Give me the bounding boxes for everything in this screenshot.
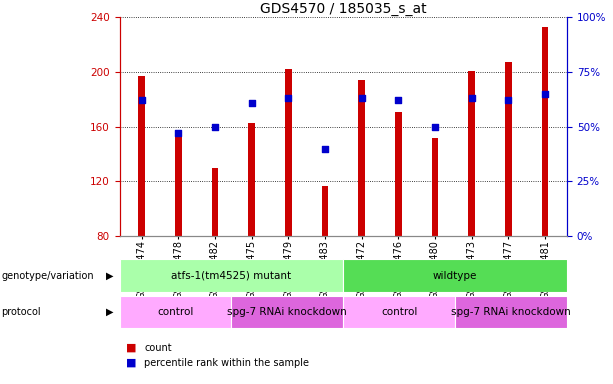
Bar <box>343 259 567 292</box>
Text: spg-7 RNAi knockdown: spg-7 RNAi knockdown <box>451 307 571 317</box>
Text: control: control <box>381 307 417 317</box>
Bar <box>432 138 438 236</box>
Bar <box>395 112 402 236</box>
Point <box>430 124 440 130</box>
Bar <box>322 185 328 236</box>
Text: protocol: protocol <box>1 307 41 317</box>
Bar <box>231 296 343 328</box>
Bar <box>455 296 567 328</box>
Bar <box>359 80 365 236</box>
Point <box>540 91 550 97</box>
Text: wildtype: wildtype <box>433 270 478 281</box>
Bar <box>139 76 145 236</box>
Point <box>394 98 403 104</box>
Point <box>246 99 256 106</box>
Bar <box>285 69 292 236</box>
Text: atfs-1(tm4525) mutant: atfs-1(tm4525) mutant <box>172 270 291 281</box>
Bar <box>211 168 218 236</box>
Point <box>503 98 513 104</box>
Text: ▶: ▶ <box>106 270 113 281</box>
Text: ■: ■ <box>126 343 136 353</box>
Text: genotype/variation: genotype/variation <box>1 270 94 281</box>
Bar <box>505 63 512 236</box>
Bar <box>542 27 548 236</box>
Text: ▶: ▶ <box>106 307 113 317</box>
Point <box>210 124 220 130</box>
Bar <box>468 71 475 236</box>
Point <box>137 98 147 104</box>
Text: percentile rank within the sample: percentile rank within the sample <box>144 358 309 368</box>
Text: control: control <box>158 307 194 317</box>
Text: spg-7 RNAi knockdown: spg-7 RNAi knockdown <box>227 307 347 317</box>
Point <box>466 95 476 101</box>
Text: ■: ■ <box>126 358 136 368</box>
Bar <box>120 296 231 328</box>
Point <box>283 95 293 101</box>
Title: GDS4570 / 185035_s_at: GDS4570 / 185035_s_at <box>260 2 427 16</box>
Point <box>357 95 367 101</box>
Bar <box>120 259 343 292</box>
Bar <box>343 296 455 328</box>
Bar <box>248 122 255 236</box>
Point <box>320 146 330 152</box>
Point <box>173 130 183 136</box>
Text: count: count <box>144 343 172 353</box>
Bar <box>175 136 181 236</box>
